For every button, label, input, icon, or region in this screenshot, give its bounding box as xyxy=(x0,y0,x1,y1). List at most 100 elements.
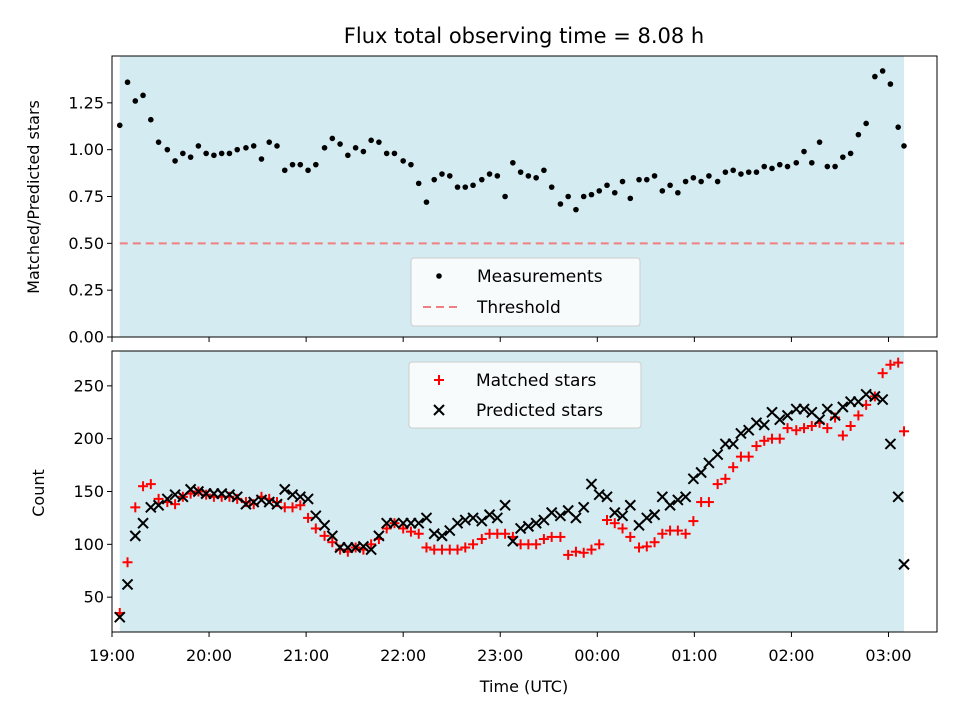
predicted-point xyxy=(601,491,613,503)
measurement-point xyxy=(808,159,815,166)
matched-point xyxy=(476,534,487,545)
measurement-point xyxy=(714,178,721,185)
legend-measurements-marker xyxy=(436,273,442,279)
matched-point xyxy=(657,528,668,539)
matched-point xyxy=(563,549,574,560)
measurement-point xyxy=(274,143,280,149)
legend-measurements-label: Measurements xyxy=(477,267,603,287)
matched-point xyxy=(366,539,377,550)
predicted-point xyxy=(727,438,739,450)
measurement-point xyxy=(462,184,469,190)
predicted-point xyxy=(530,517,542,529)
legend-threshold-label: Threshold xyxy=(476,298,561,318)
predicted-point xyxy=(813,413,826,426)
measurement-point xyxy=(753,169,760,175)
measurement-point xyxy=(901,143,907,149)
predicted-point xyxy=(507,535,519,547)
matched-point xyxy=(555,531,566,542)
matched-point xyxy=(688,516,699,527)
measurement-point xyxy=(573,206,579,213)
measurement-point xyxy=(690,174,697,181)
measurement-point xyxy=(140,92,146,99)
predicted-point xyxy=(892,491,904,503)
x-tick-label-8: 03:00 xyxy=(865,646,911,665)
predicted-point xyxy=(585,478,598,490)
matched-point xyxy=(853,410,864,421)
matched-point xyxy=(468,539,479,550)
measurement-point xyxy=(218,150,225,157)
measurement-point xyxy=(234,146,241,153)
matched-point xyxy=(877,368,888,379)
predicted-point xyxy=(499,499,511,511)
measurement-point xyxy=(659,188,666,194)
bot-ytick-label-4: 250 xyxy=(73,376,104,395)
matched-point xyxy=(617,523,628,534)
top-ytick-label-5: 1.25 xyxy=(68,93,104,112)
measurement-point xyxy=(636,176,642,183)
matched-point xyxy=(546,531,557,542)
measurement-point xyxy=(391,150,398,157)
top-panel: 0.00 0.25 0.50 0.75 1.00 1.25 Matched/Predict… xyxy=(24,55,938,347)
predicted-point xyxy=(271,498,283,510)
x-tick-label-6: 01:00 xyxy=(671,646,717,665)
predicted-point xyxy=(326,530,339,542)
predicted-point xyxy=(137,517,149,529)
measurement-point xyxy=(250,143,257,149)
top-x-ticks xyxy=(111,337,889,342)
measurement-point xyxy=(879,68,886,74)
legend-predicted-label: Predicted stars xyxy=(476,401,603,421)
predicted-point xyxy=(609,506,621,519)
measurement-point xyxy=(368,137,374,144)
predicted-point xyxy=(774,413,786,426)
measurement-point xyxy=(313,161,319,168)
measurement-point xyxy=(769,165,775,172)
measurement-point xyxy=(470,182,476,189)
predicted-point xyxy=(302,493,314,505)
measurement-point xyxy=(258,156,265,162)
matched-point xyxy=(893,357,904,368)
matched-point xyxy=(122,557,133,568)
x-tick-label-3: 22:00 xyxy=(380,646,426,665)
matched-point xyxy=(138,481,149,492)
matched-point xyxy=(885,359,896,370)
measurement-point xyxy=(730,167,736,174)
measurement-point xyxy=(675,189,681,196)
predicted-point xyxy=(703,457,715,469)
predicted-point xyxy=(467,512,479,524)
matched-point xyxy=(153,493,164,504)
measurement-point xyxy=(706,173,712,179)
matched-point xyxy=(578,547,589,558)
predicted-point xyxy=(357,540,370,553)
measurement-point xyxy=(454,184,461,190)
predicted-point xyxy=(687,473,700,485)
bot-ytick-label-3: 200 xyxy=(73,429,104,448)
measurement-point xyxy=(557,201,564,207)
chart-title: Flux total observing time = 8.08 h xyxy=(344,24,704,48)
predicted-point xyxy=(483,509,496,521)
matched-point xyxy=(594,539,605,550)
measurement-point xyxy=(446,173,453,179)
predicted-point xyxy=(758,419,770,431)
measurement-point xyxy=(872,73,878,80)
x-tick-label-2: 21:00 xyxy=(283,646,329,665)
predicted-point xyxy=(624,499,637,511)
predicted-point xyxy=(798,403,810,415)
measurement-point xyxy=(266,139,273,145)
predicted-point xyxy=(664,499,676,511)
measurement-point xyxy=(824,163,831,170)
measurement-point xyxy=(116,122,123,129)
predicted-point xyxy=(781,409,794,422)
measurement-point xyxy=(423,199,430,205)
measurement-point xyxy=(776,161,783,168)
measurement-point xyxy=(643,176,650,183)
measurement-points xyxy=(116,68,907,213)
matched-point xyxy=(759,435,770,446)
measurement-point xyxy=(400,158,406,164)
matched-point xyxy=(680,528,691,539)
predicted-point xyxy=(570,512,582,524)
measurement-point xyxy=(596,188,603,194)
measurement-point xyxy=(611,189,618,196)
matched-point xyxy=(799,423,810,434)
matched-point xyxy=(703,497,714,508)
predicted-point xyxy=(695,466,707,479)
